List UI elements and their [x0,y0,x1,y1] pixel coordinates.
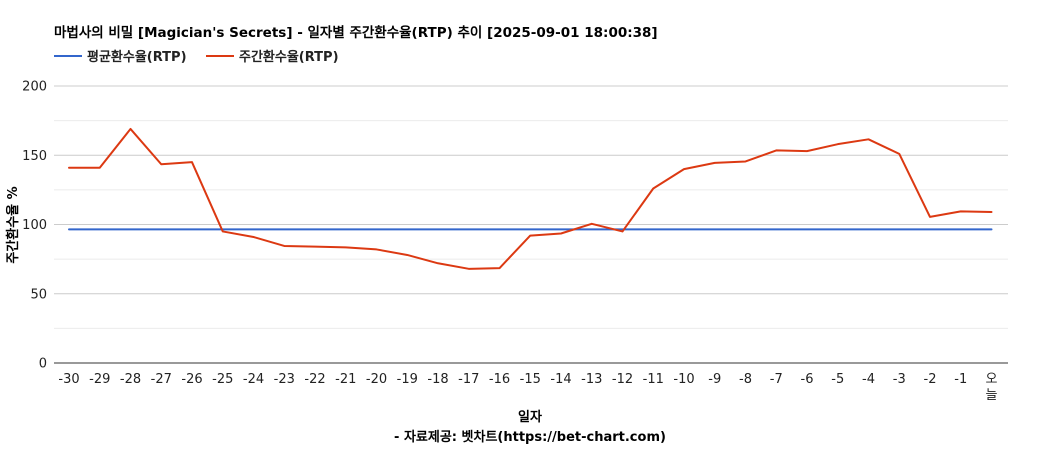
x-tick-label: -4 [862,372,875,387]
x-tick-label: -14 [550,372,571,387]
x-tick-label: -21 [335,372,356,387]
x-tick-label: -16 [489,372,510,387]
y-tick-label: 100 [22,218,47,233]
y-axis-ticks: 0 50 100 150 200 [22,80,47,372]
x-tick-label: -2 [924,372,937,387]
chart-title: 마법사의 비밀 [Magician's Secrets] - 일자별 주간환수율… [54,24,658,41]
grid-lines [54,85,1008,364]
y-tick-label: 200 [22,80,47,95]
x-tick-label: -22 [304,372,325,387]
y-axis-label: 주간환수율 % [5,186,21,263]
y-tick-label: 50 [30,287,47,302]
x-tick-label: -20 [366,372,387,387]
x-tick-label: -29 [89,372,110,387]
x-tick-label: -25 [212,372,233,387]
series-line-weekly-rtp [68,127,993,270]
y-tick-label: 150 [22,149,47,164]
x-tick-label: -24 [243,372,264,387]
x-tick-label: -12 [612,372,633,387]
source-credit: - 자료제공: 벳차트(https://bet-chart.com) [394,429,666,445]
x-tick-label: -9 [708,372,721,387]
x-tick-label: -7 [770,372,783,387]
x-tick-label: -8 [739,372,752,387]
x-tick-label: -19 [397,372,418,387]
x-tick-label: -6 [801,372,814,387]
x-tick-label: -23 [274,372,295,387]
x-tick-label: -30 [58,372,79,387]
x-tick-label: -26 [181,372,202,387]
x-axis-ticks: -30 -29 -28 -27 -26 -25 -24 -23 -22 -21 -20 -19 -18-… [58,372,997,403]
x-tick-label: -28 [120,372,141,387]
x-tick-label: -5 [831,372,844,387]
x-tick-label: -27 [151,372,172,387]
x-tick-label: -17 [458,372,479,387]
x-tick-label: -13 [581,372,602,387]
y-tick-label: 0 [39,357,47,372]
legend-label: 평균환수율(RTP) [87,49,187,65]
x-tick-label: -11 [643,372,664,387]
legend-label: 주간환수율(RTP) [239,49,339,65]
x-tick-label: -1 [954,372,967,387]
x-tick-label: -18 [427,372,448,387]
x-tick-label: -3 [893,372,906,387]
series-lines [68,127,993,270]
x-axis-label: 일자 [518,410,542,425]
x-tick-label: -15 [520,372,541,387]
x-tick-label: -10 [673,372,694,387]
legend: 평균환수율(RTP) 주간환수율(RTP) [54,49,339,65]
